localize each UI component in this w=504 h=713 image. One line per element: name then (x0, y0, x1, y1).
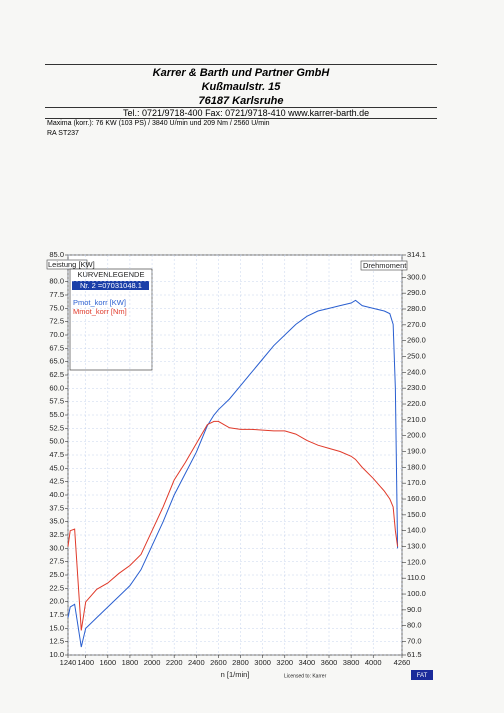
company: Karrer & Barth und Partner GmbH (152, 67, 330, 79)
x-tick-label: 2200 (166, 658, 183, 667)
y2-tick-label: 110.0 (407, 573, 425, 582)
x-tick-label: 3600 (321, 658, 338, 667)
vehicle: RA ST237 (47, 130, 79, 137)
y2-tick-label: 300.0 (407, 272, 426, 281)
x-tick-label: 4260 (394, 658, 411, 667)
y-tick-label: 27.5 (49, 557, 64, 566)
y2-tick-label: 210.0 (407, 415, 426, 424)
y-tick-label: 57.5 (49, 397, 64, 406)
y-tick-label: 32.5 (49, 530, 64, 539)
y2-tick-label: 80.0 (407, 621, 422, 630)
y2-tick-label: 150.0 (407, 510, 426, 519)
x-axis-label: n [1/min] (221, 670, 250, 679)
contact: Tel.: 0721/9718-400 Fax: 0721/9718-410 w… (123, 108, 370, 118)
legend-entry: Mmot_korr [Nm] (73, 307, 127, 316)
y2-tick-label: 290.0 (407, 288, 426, 297)
y2-tick-label: 180.0 (407, 462, 426, 471)
y2-tick-label: 90.0 (407, 605, 422, 614)
y-tick-label: 47.5 (49, 450, 64, 459)
x-tick-label: 3800 (343, 658, 360, 667)
y2-tick-label: 120.0 (407, 557, 426, 566)
y2-tick-label: 250.0 (407, 351, 426, 360)
x-tick-label: 2000 (144, 658, 161, 667)
y-tick-label: 12.5 (49, 637, 64, 646)
y2-tick-label: 200.0 (407, 431, 426, 440)
x-tick-label: 3400 (299, 658, 316, 667)
city: 76187 Karlsruhe (198, 95, 284, 107)
y2-tick-label: 270.0 (407, 320, 426, 329)
y2-tick-label: 260.0 (407, 336, 426, 345)
letterhead: Karrer & Barth und Partner GmbH Kußmauls… (45, 64, 437, 145)
y2-tick-label: 230.0 (407, 383, 426, 392)
y-tick-label: 42.5 (49, 477, 64, 486)
y-tick-label: 35.0 (49, 517, 64, 526)
y2-tick-label: 140.0 (407, 526, 426, 535)
street: Kußmaulstr. 15 (201, 81, 281, 93)
x-tick-label: 2400 (188, 658, 205, 667)
x-tick-label: 2600 (210, 658, 227, 667)
y-tick-label: 65.0 (49, 357, 64, 366)
y-tick-label: 17.5 (49, 610, 64, 619)
y2-tick-label: 100.0 (407, 589, 426, 598)
y-tick-label: 30.0 (49, 543, 64, 552)
y-tick-label: 85.0 (49, 250, 64, 259)
y-tick-label: 80.0 (49, 277, 64, 286)
y-tick-label: 60.0 (49, 383, 64, 392)
y-tick-label: 77.5 (49, 290, 64, 299)
y-tick-label: 20.0 (49, 597, 64, 606)
y-axis-label: Leistung [KW] (48, 260, 95, 269)
y-tick-label: 70.0 (49, 330, 64, 339)
y-tick-label: 62.5 (49, 370, 64, 379)
x-tick-label: 3200 (276, 658, 293, 667)
badge: FAT (417, 673, 428, 679)
legend-title: KURVENLEGENDE (78, 270, 145, 279)
footer: Licensed to: Karrer (284, 673, 327, 679)
y-tick-label: 40.0 (49, 490, 64, 499)
x-tick-label: 3000 (254, 658, 271, 667)
y-tick-label: 55.0 (49, 410, 64, 419)
x-tick-label: 4000 (365, 658, 382, 667)
y-tick-label: 37.5 (49, 503, 64, 512)
y-tick-label: 15.0 (49, 623, 64, 632)
legend-run: Nr. 2 =07031048.1 (80, 281, 142, 290)
y2-tick-label: 314.1 (407, 250, 426, 259)
y-tick-label: 50.0 (49, 437, 64, 446)
x-tick-label: 2800 (232, 658, 249, 667)
legend-entry: Pmot_korr [KW] (73, 298, 126, 307)
y-tick-label: 45.0 (49, 463, 64, 472)
series-line (67, 420, 399, 631)
y2-tick-label: 170.0 (407, 478, 426, 487)
y2-tick-label: 220.0 (407, 399, 426, 408)
series-line (67, 299, 399, 648)
x-tick-label: 1240 (60, 658, 77, 667)
y2-tick-label: 70.0 (407, 637, 422, 646)
y-tick-label: 67.5 (49, 343, 64, 352)
y-tick-label: 25.0 (49, 570, 64, 579)
y-tick-label: 75.0 (49, 303, 64, 312)
y2-axis-label: Drehmoment (363, 261, 407, 270)
y-tick-label: 52.5 (49, 423, 64, 432)
y-tick-label: 10.0 (49, 650, 64, 659)
x-tick-label: 1400 (77, 658, 94, 667)
x-tick-label: 1800 (122, 658, 139, 667)
y-tick-label: 22.5 (49, 583, 64, 592)
y2-tick-label: 280.0 (407, 304, 426, 313)
y2-tick-label: 160.0 (407, 494, 426, 503)
maxima: Maxima (korr.): 76 KW (103 PS) / 3840 U/… (47, 120, 270, 127)
x-tick-label: 1600 (99, 658, 116, 667)
y-tick-label: 72.5 (49, 317, 64, 326)
y2-tick-label: 240.0 (407, 367, 426, 376)
y2-tick-label: 61.5 (407, 650, 422, 659)
y2-tick-label: 190.0 (407, 447, 426, 456)
y2-tick-label: 130.0 (407, 542, 426, 551)
